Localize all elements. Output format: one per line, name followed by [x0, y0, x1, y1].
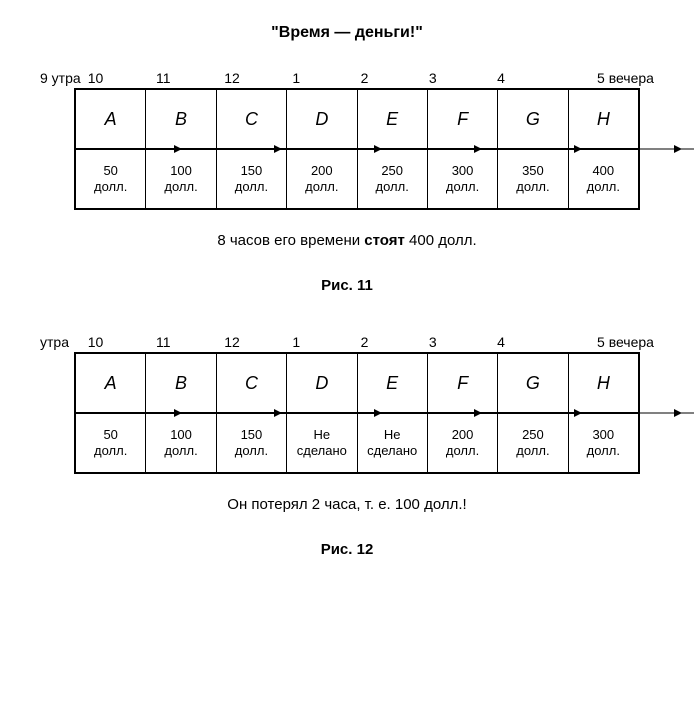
time-label: 3 — [429, 334, 497, 350]
grid-cell-letter: A — [76, 90, 146, 148]
time-label: 4 — [497, 334, 565, 350]
time-label: 5 вечера — [565, 70, 654, 86]
caption-text: 400 долл. — [405, 232, 477, 249]
grid-cell-letter: F — [428, 90, 498, 148]
time-label: 1 — [292, 334, 360, 350]
grid-cell-value: 200долл. — [428, 414, 498, 472]
grid-cell-value: 300долл. — [428, 150, 498, 208]
grid-cell-value: 250долл. — [358, 150, 428, 208]
fig1-label: Рис. 11 — [30, 277, 664, 294]
time-label: 2 — [361, 70, 429, 86]
grid-cell-value: 300долл. — [569, 414, 638, 472]
figure-2: утра 10 11 12 1 2 3 4 5 вечера A B C D E… — [30, 334, 664, 558]
fig2-value-row: 50долл. 100долл. 150долл. Несделано Несд… — [76, 413, 638, 472]
grid-cell-letter: B — [146, 354, 216, 412]
grid-cell-letter: F — [428, 354, 498, 412]
grid-cell-value: Несделано — [358, 414, 428, 472]
time-label: 3 — [429, 70, 497, 86]
grid-cell-letter: C — [217, 354, 287, 412]
time-label: 12 — [224, 70, 292, 86]
fig2-letter-row: A B C D E F G H — [76, 354, 638, 412]
time-label: утра — [40, 334, 88, 350]
grid-cell-value: 50долл. — [76, 414, 146, 472]
grid-cell-letter: H — [569, 90, 638, 148]
grid-cell-letter: G — [498, 90, 568, 148]
fig1-caption: 8 часов его времени стоят 400 долл. — [30, 232, 664, 249]
page-title: "Время — деньги!" — [30, 24, 664, 42]
time-label: 11 — [156, 334, 224, 350]
grid-cell-letter: E — [358, 354, 428, 412]
time-label: 10 — [88, 334, 156, 350]
grid-cell-letter: D — [287, 354, 357, 412]
caption-bold: стоят — [364, 232, 405, 249]
grid-cell-value: 400долл. — [569, 150, 638, 208]
figure-1: 9 утра 10 11 12 1 2 3 4 5 вечера A B C D… — [30, 70, 664, 294]
grid-cell-letter: H — [569, 354, 638, 412]
grid-cell-value: 250долл. — [498, 414, 568, 472]
time-label: 11 — [156, 70, 224, 86]
grid-cell-letter: A — [76, 354, 146, 412]
time-label: 4 — [497, 70, 565, 86]
fig1-arrow-row — [76, 148, 638, 149]
time-label: 5 вечера — [565, 334, 654, 350]
grid-cell-value: Несделано — [287, 414, 357, 472]
fig2-time-labels: утра 10 11 12 1 2 3 4 5 вечера — [40, 334, 654, 350]
fig2-caption: Он потерял 2 часа, т. е. 100 долл.! — [30, 496, 664, 513]
grid-cell-value: 100долл. — [146, 414, 216, 472]
grid-cell-value: 350долл. — [498, 150, 568, 208]
grid-cell-value: 200долл. — [287, 150, 357, 208]
fig1-time-labels: 9 утра 10 11 12 1 2 3 4 5 вечера — [40, 70, 654, 86]
grid-cell-letter: E — [358, 90, 428, 148]
fig1-value-row: 50долл. 100долл. 150долл. 200долл. 250до… — [76, 149, 638, 208]
fig1-letter-row: A B C D E F G H — [76, 90, 638, 148]
time-label: 2 — [361, 334, 429, 350]
caption-text: 8 часов его времени — [217, 232, 364, 249]
fig2-grid: A B C D E F G H 50долл. 100долл. 1 — [74, 352, 640, 474]
fig1-grid: A B C D E F G H 50долл. 100долл. 1 — [74, 88, 640, 210]
grid-cell-value: 150долл. — [217, 150, 287, 208]
grid-cell-letter: B — [146, 90, 216, 148]
time-label: 1 — [292, 70, 360, 86]
arrow-icon — [76, 407, 694, 419]
arrow-icon — [76, 143, 694, 155]
fig2-arrow-row — [76, 412, 638, 413]
grid-cell-letter: D — [287, 90, 357, 148]
grid-cell-letter: G — [498, 354, 568, 412]
grid-cell-value: 50долл. — [76, 150, 146, 208]
grid-cell-value: 100долл. — [146, 150, 216, 208]
fig2-label: Рис. 12 — [30, 541, 664, 558]
time-label: 10 — [88, 70, 156, 86]
grid-cell-value: 150долл. — [217, 414, 287, 472]
time-label: 9 утра — [40, 70, 88, 86]
time-label: 12 — [224, 334, 292, 350]
grid-cell-letter: C — [217, 90, 287, 148]
